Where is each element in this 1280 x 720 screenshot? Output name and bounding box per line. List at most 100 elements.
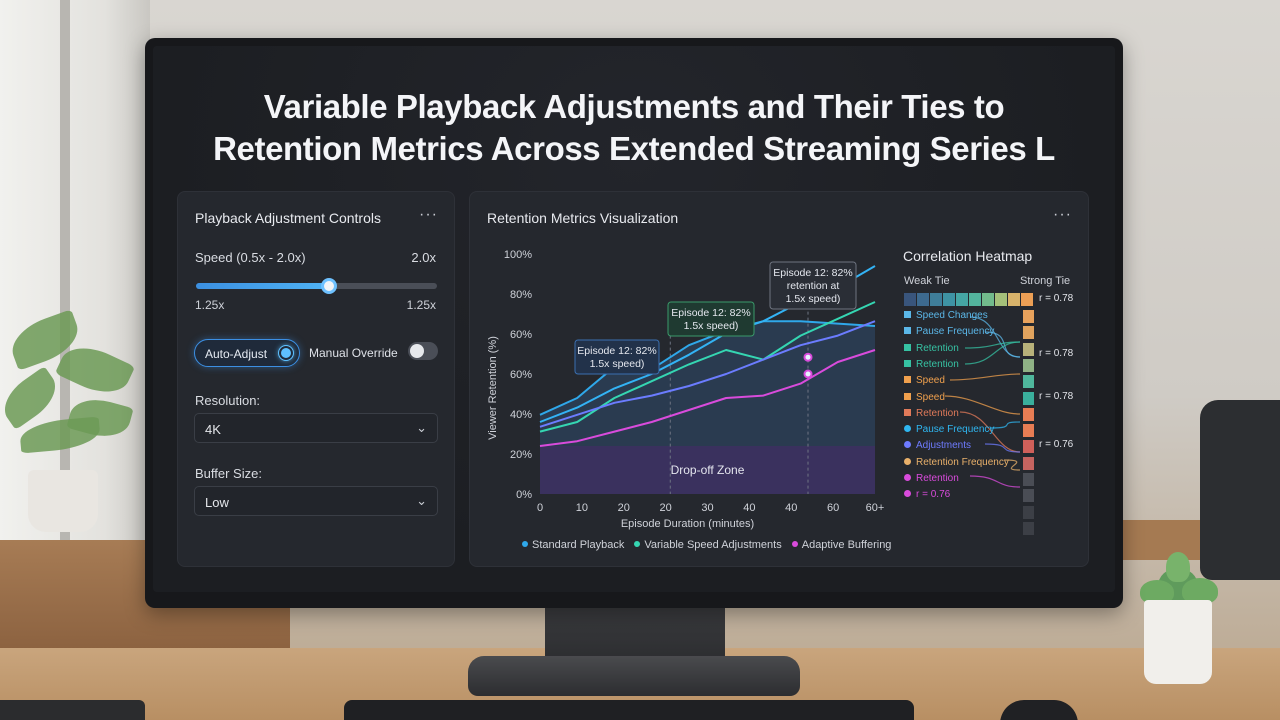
callout-text: 1.5x speed)	[786, 293, 841, 305]
y-tick-label: 100%	[504, 249, 532, 261]
callout-box	[667, 301, 755, 337]
x-tick-label: 20	[618, 502, 630, 514]
correlation-item: Adjustments	[904, 440, 971, 451]
auto-adjust-toggle[interactable]: Auto-Adjust	[194, 339, 300, 367]
y-tick-label: 80%	[510, 289, 532, 301]
x-tick-label: 60+	[866, 502, 885, 514]
correlation-label: Speed	[916, 375, 945, 387]
monitor-base	[468, 656, 800, 696]
square-marker-icon	[904, 343, 911, 351]
callout-text: Episode 12: 82%	[773, 267, 852, 279]
correlation-label: Adjustments	[916, 440, 972, 452]
heatmap-column-cell	[1023, 342, 1034, 356]
data-point-marker	[803, 352, 813, 362]
square-marker-icon	[904, 359, 911, 367]
succulent-plant	[1136, 548, 1256, 688]
x-axis-label: Episode Duration (minutes)	[621, 518, 754, 530]
correlation-label: Retention	[916, 473, 959, 484]
monitor-screen: Variable Playback Adjustments and Their …	[153, 46, 1115, 592]
y-tick-label: 60%	[510, 329, 532, 341]
resolution-select[interactable]: 4K ⌄	[194, 413, 438, 443]
square-marker-icon	[904, 408, 911, 416]
correlation-label: Speed Changes	[916, 310, 988, 321]
circle-marker-icon	[904, 457, 911, 465]
more-options-icon[interactable]: ···	[1053, 206, 1072, 223]
correlation-label: Pause Frequency	[916, 326, 995, 338]
series-line-2	[539, 349, 876, 447]
manual-override-switch[interactable]	[408, 342, 438, 360]
connector-curve	[989, 421, 1021, 429]
heatmap-column-cell	[1023, 473, 1034, 486]
y-tick-label: 0%	[516, 489, 532, 501]
heatmap-scale-cell	[982, 293, 994, 306]
x-tick-label: 30	[701, 502, 713, 514]
heatmap-scale-cell	[995, 293, 1007, 306]
callout-box	[769, 261, 857, 310]
buffer-size-select[interactable]: Low ⌄	[194, 486, 438, 516]
legend-dot-icon	[522, 541, 528, 547]
x-tick-label: 0	[537, 502, 543, 514]
connector-curve	[969, 475, 1021, 488]
connector-curve	[944, 395, 1021, 415]
potted-plant-left	[0, 300, 150, 540]
heatmap-scale-cell	[930, 293, 942, 306]
connector-curve	[964, 341, 1021, 365]
resolution-value: 4K	[205, 422, 221, 437]
slider-min-label: 1.25x	[195, 298, 225, 312]
square-marker-icon	[904, 392, 911, 400]
office-chair	[1200, 400, 1280, 580]
circle-marker-icon	[904, 425, 911, 433]
heatmap-column-cell	[1023, 391, 1034, 405]
legend-dot-icon	[634, 541, 641, 547]
data-point-marker	[803, 369, 813, 379]
series-line-0	[539, 320, 876, 416]
controls-panel-title: Playback Adjustment Controls	[195, 210, 381, 226]
speed-slider-thumb[interactable]	[320, 278, 337, 294]
legend-item: Adaptive Buffering	[791, 539, 891, 551]
connector-curve	[1004, 459, 1021, 471]
heatmap-scale-cell	[917, 293, 929, 306]
heatmap-column-cell	[1023, 456, 1034, 470]
correlation-item: Retention	[904, 343, 959, 354]
heatmap-column-cell	[1023, 424, 1034, 438]
correlation-item: r = 0.76	[904, 489, 950, 500]
circle-marker-icon	[904, 490, 911, 498]
y-tick-label: 40%	[510, 409, 532, 421]
correlation-label: Retention	[916, 407, 959, 419]
resolution-label: Resolution:	[195, 393, 261, 408]
connector-curve	[959, 411, 1021, 453]
x-tick-label: 20	[660, 502, 672, 514]
legend-dot-icon	[791, 541, 798, 547]
speed-slider[interactable]	[196, 278, 437, 294]
buffer-size-value: Low	[205, 495, 229, 510]
manual-override-label: Manual Override	[309, 346, 398, 360]
correlation-label: Retention	[916, 342, 959, 354]
correlation-label: Speed	[916, 391, 945, 403]
legend-label: Variable Speed Adjustments	[644, 539, 782, 551]
viz-panel-title: Retention Metrics Visualization	[487, 210, 679, 226]
series-line-3	[539, 320, 876, 428]
callout-text: 1.5x speed)	[684, 320, 739, 332]
heatmap-scale-cell	[956, 293, 968, 306]
heatmap-column-cell	[1023, 358, 1034, 372]
callout-text: retention at	[787, 280, 840, 292]
legend-label: Standard Playback	[532, 539, 625, 551]
heatmap-scale-cell	[1008, 293, 1020, 306]
more-options-icon[interactable]: ···	[419, 206, 438, 223]
connector-curve	[949, 373, 1021, 381]
auto-adjust-indicator-icon	[278, 345, 294, 361]
slider-max-label: 1.25x	[406, 298, 436, 312]
square-marker-icon	[904, 311, 911, 318]
drop-off-zone-label: Drop-off Zone	[671, 463, 745, 477]
circle-marker-icon	[904, 474, 911, 481]
correlation-item: Retention	[904, 473, 959, 484]
y-tick-label: 60%	[510, 369, 532, 381]
heatmap-weak-label: Weak Tie	[904, 275, 950, 287]
correlation-label: r = 0.76	[916, 489, 951, 501]
playback-controls-panel: Playback Adjustment Controls ··· Speed (…	[177, 191, 455, 567]
correlation-label: Retention	[916, 358, 959, 370]
r-value-label: r = 0.78	[1039, 293, 1074, 304]
callout-box	[574, 339, 660, 375]
correlation-item: Retention Frequency	[904, 457, 1009, 468]
heatmap-column-cell	[1023, 440, 1034, 454]
